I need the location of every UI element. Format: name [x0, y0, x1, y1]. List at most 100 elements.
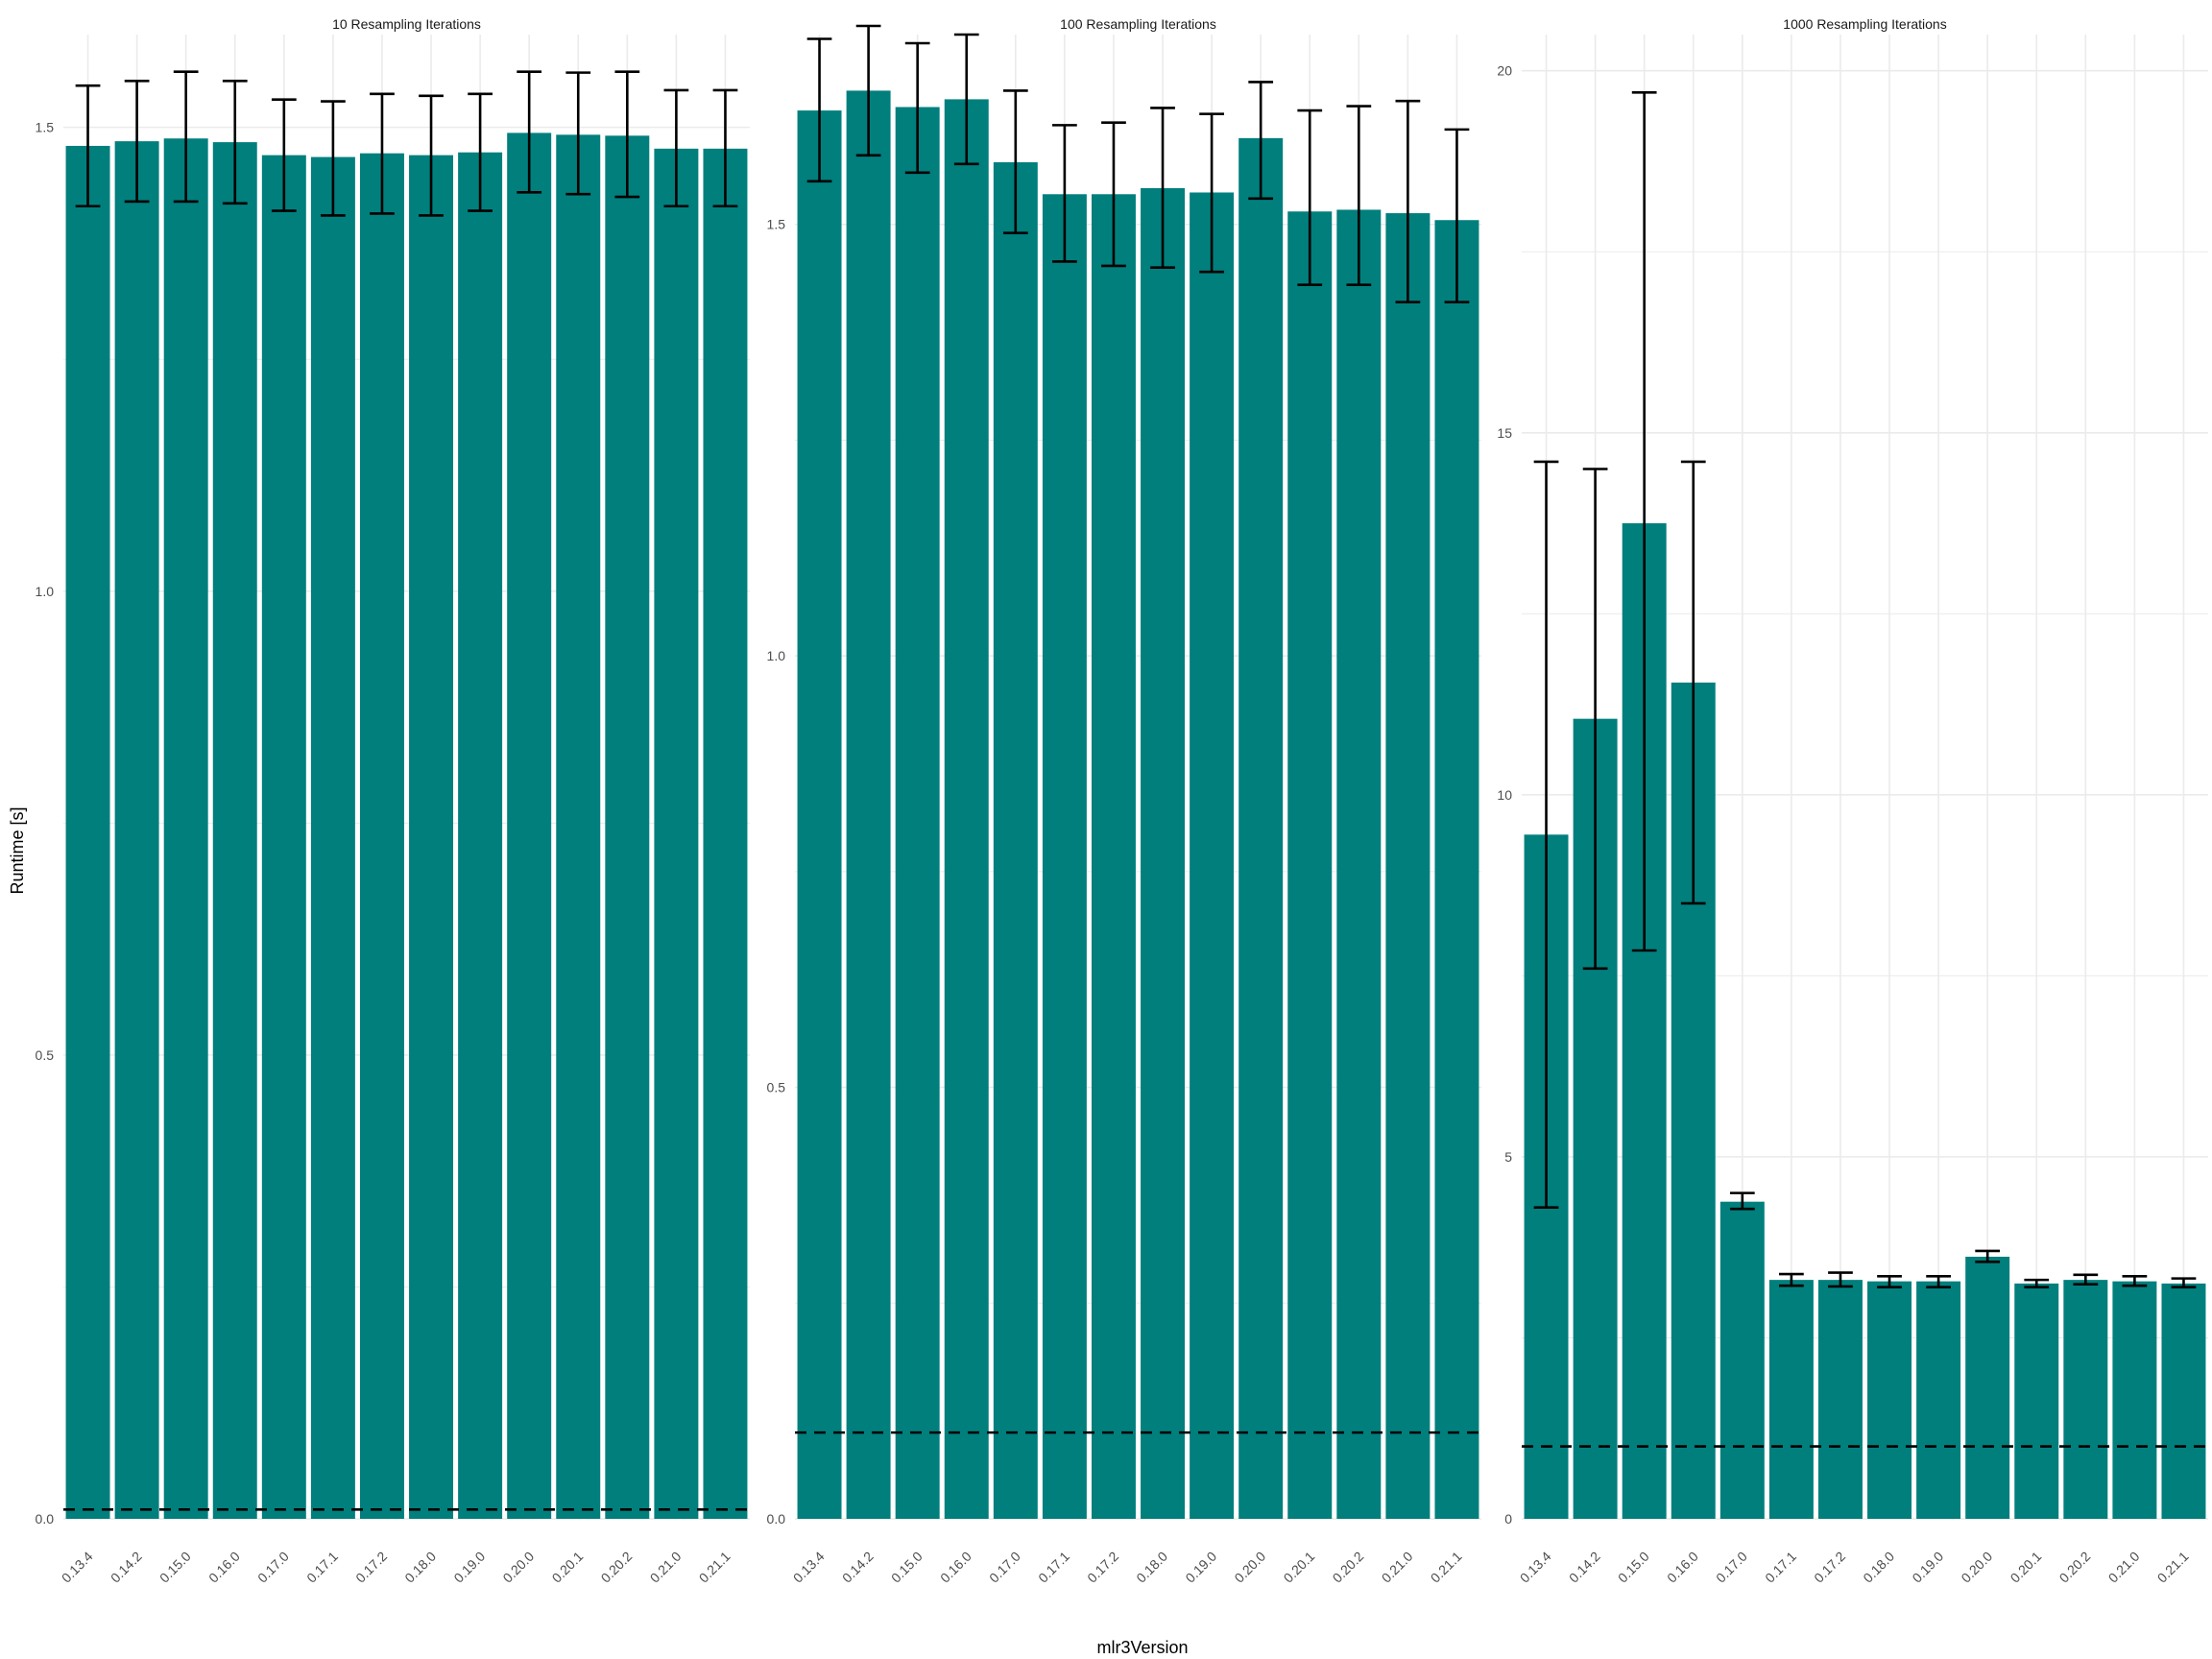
bar — [114, 141, 159, 1519]
x-tick-label: 0.21.0 — [2105, 1549, 2143, 1586]
error-bar — [2171, 1277, 2197, 1288]
y-tick-label: 0.5 — [767, 1080, 786, 1095]
error-bar — [1052, 124, 1077, 263]
bar — [1916, 1281, 1961, 1519]
error-bar — [1150, 107, 1175, 269]
x-tick-label: 0.19.0 — [450, 1549, 488, 1586]
error-bar — [468, 92, 493, 212]
bar — [1385, 213, 1431, 1519]
bar — [2161, 1283, 2206, 1519]
error-bar — [1828, 1271, 1853, 1288]
x-tick-label: 0.14.2 — [108, 1549, 145, 1586]
bar — [1768, 1280, 1814, 1519]
x-tick-label: 0.15.0 — [156, 1549, 194, 1586]
error-bar — [1779, 1272, 1804, 1287]
y-tick-label: 0.5 — [36, 1047, 55, 1063]
x-tick-label: 0.15.0 — [1615, 1549, 1652, 1586]
bar — [654, 148, 699, 1519]
y-tick-label: 1.0 — [767, 648, 786, 663]
x-tick-label: 0.20.0 — [1958, 1549, 1995, 1586]
y-tick-label: 1.5 — [767, 217, 786, 232]
bar — [605, 135, 650, 1519]
error-bar — [565, 71, 591, 196]
y-axis-title: Runtime [s] — [8, 806, 27, 894]
bar — [1238, 137, 1284, 1519]
bar — [1817, 1280, 1863, 1519]
y-tick-label: 0.0 — [767, 1511, 786, 1527]
error-bar — [222, 80, 248, 205]
bar — [212, 142, 257, 1520]
error-bar — [1582, 468, 1608, 971]
error-bar — [614, 70, 640, 199]
x-tick-label: 0.17.2 — [1811, 1549, 1848, 1586]
panel-1: 0.0 0.5 1.0 1.5 10 Resampling Iterations 0.13… — [36, 16, 750, 1586]
x-tick-label: 0.21.1 — [2154, 1549, 2192, 1586]
y-tick-label: 20 — [1497, 63, 1512, 79]
x-tick-label: 0.17.0 — [986, 1549, 1023, 1586]
x-tick-label: 0.20.2 — [1330, 1549, 1367, 1586]
x-tick-label: 0.16.0 — [205, 1549, 243, 1586]
error-bar — [1444, 128, 1470, 303]
error-bar — [124, 80, 150, 204]
error-bar — [663, 88, 689, 208]
bar — [2014, 1283, 2059, 1519]
error-bar — [370, 92, 395, 215]
bar — [1190, 192, 1235, 1520]
error-bar — [855, 24, 881, 157]
x-tick-label: 0.17.0 — [254, 1549, 292, 1586]
x-tick-label: 0.17.0 — [1713, 1549, 1750, 1586]
bar — [797, 110, 842, 1520]
x-tick-label: 0.17.1 — [303, 1549, 341, 1586]
error-bar — [517, 70, 542, 194]
x-tick-label: 0.13.4 — [790, 1549, 828, 1586]
bar — [359, 153, 404, 1520]
y-tick-label: 1.5 — [36, 120, 55, 135]
error-bar — [1199, 112, 1224, 274]
bar — [1434, 220, 1479, 1519]
bar — [895, 107, 940, 1520]
x-tick-label: 0.20.2 — [2056, 1549, 2094, 1586]
error-bar — [953, 33, 979, 166]
bar — [163, 138, 208, 1520]
x-tick-label: 0.17.2 — [352, 1549, 390, 1586]
error-bar — [1248, 81, 1274, 201]
x-tick-label: 0.21.1 — [1428, 1549, 1465, 1586]
bar — [944, 99, 989, 1519]
x-tick-label: 0.21.0 — [647, 1549, 685, 1586]
x-tick-label: 0.16.0 — [1664, 1549, 1701, 1586]
bar — [703, 148, 748, 1519]
bar — [458, 152, 503, 1519]
bar — [2112, 1281, 2157, 1519]
x-tick-label: 0.17.2 — [1084, 1549, 1121, 1586]
x-axis-title: mlr3Version — [1096, 1638, 1188, 1657]
x-tick-label: 0.17.1 — [1762, 1549, 1799, 1586]
bar — [261, 155, 306, 1519]
error-bar — [712, 88, 738, 208]
x-tick-label: 0.20.1 — [1281, 1549, 1318, 1586]
error-bar — [1395, 99, 1421, 303]
bar — [2063, 1280, 2108, 1519]
x-tick-label: 0.20.0 — [1231, 1549, 1268, 1586]
y-tick-label: 15 — [1497, 425, 1512, 441]
bar — [409, 155, 454, 1519]
error-bar — [904, 41, 930, 175]
x-tick-label: 0.18.0 — [401, 1549, 439, 1586]
error-bar — [1002, 89, 1028, 235]
error-bar — [271, 98, 297, 212]
x-tick-label: 0.14.2 — [1566, 1549, 1603, 1586]
panel-3: 0 5 10 15 20 1000 Resampling Iterations 0.13.4… — [1497, 16, 2208, 1586]
panel-2: 0.0 0.5 1.0 1.5 100 Resampling Iterations 0.1… — [767, 16, 1481, 1586]
x-tick-label: 0.20.1 — [549, 1549, 587, 1586]
error-bar — [1680, 460, 1706, 905]
bar — [1867, 1281, 1912, 1519]
error-bar — [1926, 1275, 1951, 1288]
bar — [1965, 1256, 2010, 1519]
x-tick-label: 0.16.0 — [937, 1549, 974, 1586]
x-tick-label: 0.19.0 — [1909, 1549, 1946, 1586]
error-bar — [1877, 1275, 1902, 1288]
bar — [65, 145, 110, 1520]
error-bar — [2073, 1273, 2099, 1286]
error-bar — [173, 70, 199, 204]
y-tick-label: 10 — [1497, 787, 1512, 803]
